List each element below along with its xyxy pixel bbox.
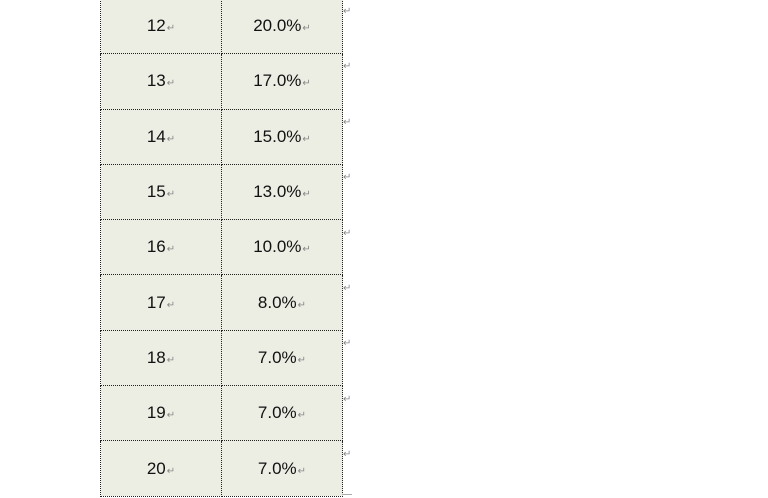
number-cell[interactable]: 19↵ <box>100 385 222 442</box>
row-end-mark-icon: ↵ <box>343 172 352 184</box>
percent-text: 17.0% <box>253 71 302 91</box>
paragraph-mark-icon: ↵ <box>166 354 176 366</box>
number-text: 12 <box>146 16 166 36</box>
number-cell[interactable]: 14↵ <box>100 108 222 165</box>
paragraph-mark-icon: ↵ <box>166 410 176 422</box>
paragraph-mark-icon: ↵ <box>166 299 176 311</box>
percent-cell[interactable]: 8.0%↵ <box>221 274 343 331</box>
number-cell[interactable]: 12↵ <box>100 0 222 55</box>
percent-text: 15.0% <box>253 126 302 146</box>
percent-cell[interactable]: 7.0%↵ <box>221 385 343 442</box>
percent-cell[interactable]: 13.0%↵ <box>221 163 343 221</box>
number-cell[interactable]: 17↵ <box>100 274 222 331</box>
paragraph-mark-icon: ↵ <box>297 410 307 422</box>
row-end-mark-icon: ↵ <box>343 6 352 17</box>
percent-text: 7.0% <box>257 458 297 478</box>
number-cell[interactable]: 15↵ <box>100 163 222 221</box>
percent-cell[interactable]: 7.0%↵ <box>221 329 343 387</box>
table-end-marker <box>342 494 352 495</box>
percent-text: 13.0% <box>253 182 302 202</box>
percent-cell[interactable]: 20.0%↵ <box>221 0 343 55</box>
paragraph-mark-icon: ↵ <box>302 23 311 35</box>
paragraph-mark-icon: ↵ <box>166 189 176 201</box>
table-row: 12↵ 20.0%↵ <box>100 0 343 55</box>
percent-cell[interactable]: 15.0%↵ <box>221 108 343 165</box>
paragraph-mark-icon: ↵ <box>166 244 176 256</box>
row-end-mark-icon: ↵ <box>343 283 352 294</box>
number-cell[interactable]: 18↵ <box>100 329 222 387</box>
paragraph-mark-icon: ↵ <box>166 465 176 477</box>
table-row: 17↵ 8.0%↵ <box>100 274 343 331</box>
number-cell[interactable]: 13↵ <box>100 53 222 110</box>
percent-cell[interactable]: 10.0%↵ <box>221 219 343 276</box>
number-text: 17 <box>146 292 166 312</box>
percent-cell[interactable]: 17.0%↵ <box>221 53 343 110</box>
paragraph-mark-icon: ↵ <box>166 78 176 90</box>
paragraph-mark-icon: ↵ <box>297 299 307 311</box>
paragraph-mark-icon: ↵ <box>302 244 311 256</box>
number-text: 15 <box>146 182 166 202</box>
row-end-mark-icon: ↵ <box>343 449 352 461</box>
percent-text: 7.0% <box>257 347 297 367</box>
row-end-mark-icon: ↵ <box>343 338 352 350</box>
number-text: 16 <box>146 237 166 257</box>
number-text: 13 <box>146 71 166 91</box>
number-cell[interactable]: 20↵ <box>100 440 222 497</box>
percent-text: 8.0% <box>257 292 297 312</box>
row-end-mark-icon: ↵ <box>343 116 352 128</box>
paragraph-mark-icon: ↵ <box>302 189 311 201</box>
paragraph-mark-icon: ↵ <box>297 465 307 477</box>
table-row: 15↵ 13.0%↵ <box>100 163 343 221</box>
row-end-mark-icon: ↵ <box>343 393 352 405</box>
number-cell[interactable]: 16↵ <box>100 219 222 276</box>
number-text: 18 <box>146 347 166 367</box>
number-text: 20 <box>146 458 166 478</box>
row-end-mark-icon: ↵ <box>343 227 352 239</box>
paragraph-mark-icon: ↵ <box>302 78 311 90</box>
percent-text: 7.0% <box>257 403 297 423</box>
paragraph-mark-icon: ↵ <box>297 354 307 366</box>
data-table: 12↵ 20.0%↵ 13↵ 17.0%↵ 14↵ 15.0%↵ 15↵ 13.0%↵ 16↵ 1… <box>100 0 343 497</box>
table-row: 19↵ 7.0%↵ <box>100 385 343 442</box>
row-end-mark-icon: ↵ <box>343 61 352 73</box>
paragraph-mark-icon: ↵ <box>166 23 176 35</box>
paragraph-mark-icon: ↵ <box>166 133 176 145</box>
number-text: 19 <box>146 403 166 423</box>
percent-text: 20.0% <box>253 16 302 36</box>
table-row: 20↵ 7.0%↵ <box>100 440 343 497</box>
percent-text: 10.0% <box>253 237 302 257</box>
table-row: 13↵ 17.0%↵ <box>100 53 343 110</box>
paragraph-mark-icon: ↵ <box>302 133 311 145</box>
table-row: 14↵ 15.0%↵ <box>100 108 343 165</box>
table-row: 16↵ 10.0%↵ <box>100 219 343 276</box>
percent-cell[interactable]: 7.0%↵ <box>221 440 343 497</box>
number-text: 14 <box>146 126 166 146</box>
table-row: 18↵ 7.0%↵ <box>100 329 343 387</box>
